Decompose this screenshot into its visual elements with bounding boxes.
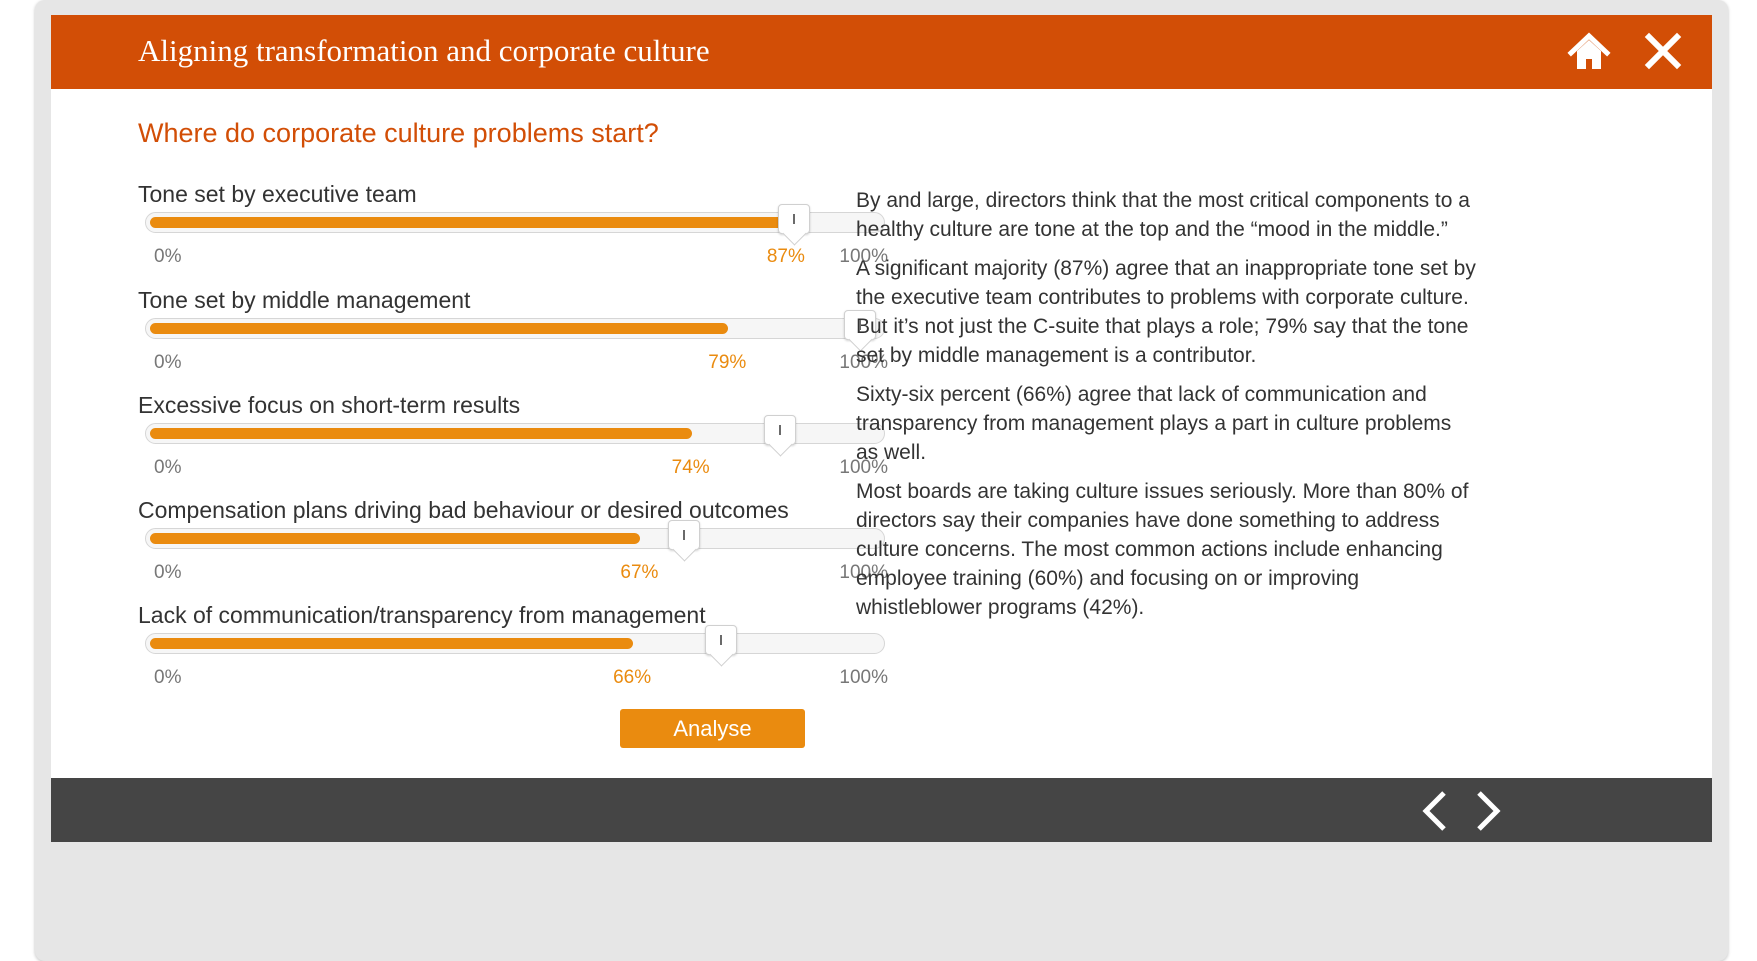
slider-track[interactable] <box>145 310 885 340</box>
slider-min-label: 0% <box>154 667 182 688</box>
analyse-button[interactable]: Analyse <box>620 709 805 748</box>
slider-fill <box>150 428 692 439</box>
slider-min-label: 0% <box>154 457 182 478</box>
slider-fill <box>150 323 729 334</box>
slider-label: Tone set by middle management <box>138 287 471 313</box>
slider-value-label: 74% <box>671 457 710 478</box>
previous-button[interactable] <box>1418 789 1452 833</box>
paragraph: Sixty-six percent (66%) agree that lack … <box>856 383 1452 464</box>
grip-icon <box>793 214 796 224</box>
slider-value-label: 79% <box>708 352 747 373</box>
slider-value-label: 87% <box>766 246 805 267</box>
slider-value-label: 66% <box>613 667 652 688</box>
footer-bar <box>51 778 1712 842</box>
paragraph: By and large, directors think that the m… <box>856 189 1470 241</box>
header-bar: Aligning transformation and corporate cu… <box>51 15 1712 89</box>
slider-track[interactable] <box>145 520 885 550</box>
slider-fill <box>150 533 641 544</box>
grip-icon <box>683 530 686 540</box>
slider-max-label: 100% <box>839 457 888 478</box>
slider-max-label: 100% <box>839 352 888 373</box>
slider-fill <box>150 217 787 228</box>
grip-icon <box>719 635 722 645</box>
slider-min-label: 0% <box>154 352 182 373</box>
slider-value-label: 67% <box>620 562 659 583</box>
slider-label: Tone set by executive team <box>138 181 417 207</box>
slider-communication-transparency: Lack of communication/transparency from … <box>138 602 898 722</box>
grip-icon <box>778 425 781 435</box>
grip-icon <box>859 320 862 330</box>
home-icon <box>1567 32 1611 69</box>
slider-fill <box>150 638 634 649</box>
slider-executive-tone: Tone set by executive team 0% 87% 100% <box>138 181 898 301</box>
slider-handle[interactable] <box>704 625 737 655</box>
slider-handle[interactable] <box>778 204 811 234</box>
slider-short-term-focus: Excessive focus on short-term results 0%… <box>138 392 898 512</box>
slider-handle[interactable] <box>844 310 877 340</box>
question-heading: Where do corporate culture problems star… <box>138 118 659 148</box>
slider-label: Compensation plans driving bad behaviour… <box>138 497 789 523</box>
slider-label: Lack of communication/transparency from … <box>138 602 706 628</box>
chevron-right-icon <box>1477 791 1501 831</box>
slider-handle[interactable] <box>763 415 796 445</box>
analysis-text: By and large, directors think that the m… <box>856 186 1476 632</box>
bottom-margin <box>51 842 1712 950</box>
slider-max-label: 100% <box>839 246 888 267</box>
slider-max-label: 100% <box>839 562 888 583</box>
page-title: Aligning transformation and corporate cu… <box>138 33 710 68</box>
close-icon <box>1644 32 1682 70</box>
slider-min-label: 0% <box>154 246 182 267</box>
app-window: Aligning transformation and corporate cu… <box>51 15 1712 950</box>
next-button[interactable] <box>1471 789 1505 833</box>
close-button[interactable] <box>1643 31 1683 71</box>
slider-middle-management-tone: Tone set by middle management 0% 79% 100… <box>138 287 898 407</box>
home-button[interactable] <box>1567 32 1611 72</box>
slider-track[interactable] <box>145 625 885 655</box>
slider-label: Excessive focus on short-term results <box>138 392 521 418</box>
slider-handle[interactable] <box>668 520 701 550</box>
paragraph: A significant majority (87%) agree that … <box>856 257 1476 367</box>
slider-compensation-plans: Compensation plans driving bad behaviour… <box>138 497 898 617</box>
slider-min-label: 0% <box>154 562 182 583</box>
paragraph: Most boards are taking culture issues se… <box>856 480 1469 619</box>
slider-track[interactable] <box>145 204 885 234</box>
chevron-left-icon <box>1422 791 1446 831</box>
slider-max-label: 100% <box>839 667 888 688</box>
slider-track[interactable] <box>145 415 885 445</box>
